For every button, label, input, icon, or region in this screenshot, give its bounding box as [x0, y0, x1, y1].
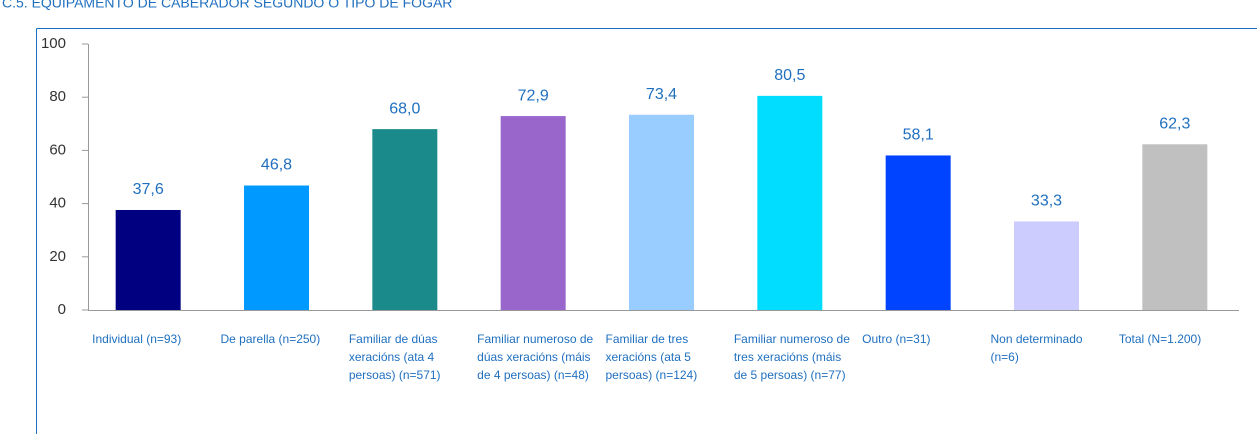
- x-tick-label: Familiar de tres xeracións (ata 5 persoa…: [605, 332, 698, 382]
- x-tick-label: Non determinado (n=6): [990, 332, 1083, 364]
- x-tick-label: Familiar numeroso de dúas xeracións (mái…: [477, 332, 594, 382]
- bar: [500, 116, 566, 310]
- value-label: 37,6: [133, 181, 164, 198]
- value-label: 72,9: [518, 87, 549, 104]
- x-tick-label: Outro (n=31): [862, 332, 931, 346]
- bar: [1142, 144, 1208, 310]
- chart-title: C.5. EQUIPAMENTO DE CABERADOR SEGUNDO O …: [2, 0, 452, 11]
- y-tick-label: 100: [41, 35, 66, 52]
- y-tick-label: 20: [49, 248, 66, 265]
- bar: [885, 155, 951, 310]
- value-label: 58,1: [903, 127, 934, 144]
- bar: [244, 185, 309, 310]
- bar: [629, 114, 694, 310]
- bar: [1014, 221, 1079, 310]
- bar: [757, 95, 823, 311]
- value-label: 80,5: [774, 67, 805, 84]
- x-tick-label: De parella (n=250): [220, 332, 321, 346]
- x-tick-label: Individual (n=93): [92, 332, 182, 346]
- x-tick-label: Total (N=1.200): [1118, 332, 1202, 346]
- bar: [372, 129, 438, 310]
- y-tick-label: 80: [49, 88, 66, 105]
- y-tick-label: 0: [58, 301, 66, 318]
- value-label: 62,3: [1159, 116, 1190, 133]
- value-label: 73,4: [646, 86, 677, 103]
- value-label: 33,3: [1031, 193, 1062, 210]
- value-label: 68,0: [389, 100, 420, 117]
- value-label: 46,8: [261, 157, 292, 174]
- bar: [115, 209, 181, 310]
- x-tick-label: Familiar de dúas xeracións (ata 4 persoa…: [348, 332, 441, 382]
- y-tick-label: 60: [49, 141, 66, 158]
- x-tick-label: Familiar numeroso de tres xeracións (mái…: [733, 332, 850, 382]
- y-tick-label: 40: [49, 195, 66, 212]
